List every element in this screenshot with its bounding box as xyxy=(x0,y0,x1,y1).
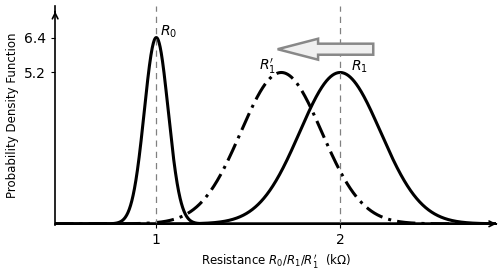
X-axis label: Resistance $R_0/R_1/R_1^{\prime}$  (kΩ): Resistance $R_0/R_1/R_1^{\prime}$ (kΩ) xyxy=(200,252,350,270)
Text: $R_1$: $R_1$ xyxy=(351,59,367,75)
Text: $R_0$: $R_0$ xyxy=(160,23,177,40)
Text: $R_1^{\prime}$: $R_1^{\prime}$ xyxy=(259,57,275,76)
FancyArrow shape xyxy=(277,39,373,60)
Y-axis label: Probability Density Function: Probability Density Function xyxy=(6,33,19,198)
